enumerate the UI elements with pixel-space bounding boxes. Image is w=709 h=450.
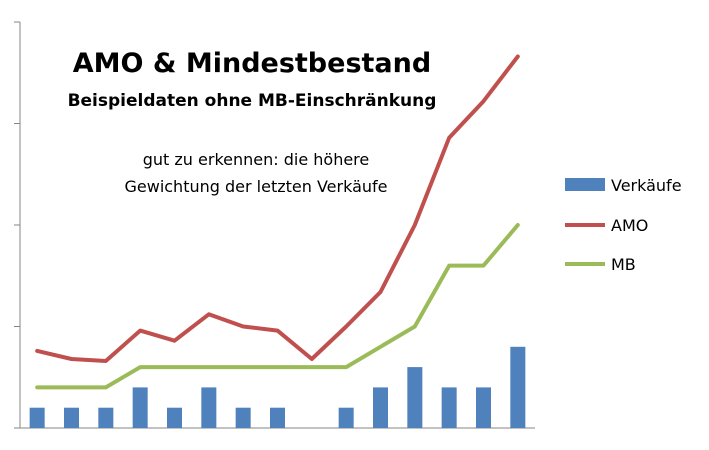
bar-verkaeufe — [441, 387, 457, 428]
chart-annotation-line-2: Gewichtung der letzten Verkäufe — [124, 177, 387, 196]
line-series — [35, 54, 520, 390]
bar-verkaeufe — [510, 346, 526, 428]
bar-verkaeufe — [132, 387, 148, 428]
bar-verkaeufe — [167, 407, 182, 428]
bar-verkaeufe — [201, 387, 217, 428]
line-mb — [35, 223, 520, 390]
bar-series-verkaeufe — [29, 346, 526, 428]
bar-verkaeufe — [373, 387, 388, 428]
line-amo — [35, 54, 520, 363]
bar-verkaeufe — [64, 407, 79, 428]
bar-verkaeufe — [338, 407, 354, 428]
legend-label-verkaeufe: Verkäufe — [611, 176, 682, 195]
bar-verkaeufe — [29, 407, 45, 428]
bar-verkaeufe — [235, 407, 251, 428]
legend-swatch-verkaeufe — [565, 178, 605, 191]
legend-label-amo: AMO — [611, 216, 648, 235]
chart-annotation-line-1: gut zu erkennen: die höhere — [143, 150, 370, 169]
bar-verkaeufe — [476, 387, 491, 428]
bar-verkaeufe — [98, 407, 114, 428]
chart-title: AMO & Mindestbestand — [73, 48, 431, 79]
bar-verkaeufe — [270, 407, 285, 428]
legend: Verkäufe AMO MB — [565, 176, 682, 274]
chart-subtitle: Beispieldaten ohne MB-Einschränkung — [68, 91, 437, 111]
bar-verkaeufe — [407, 367, 423, 428]
legend-label-mb: MB — [611, 255, 636, 274]
